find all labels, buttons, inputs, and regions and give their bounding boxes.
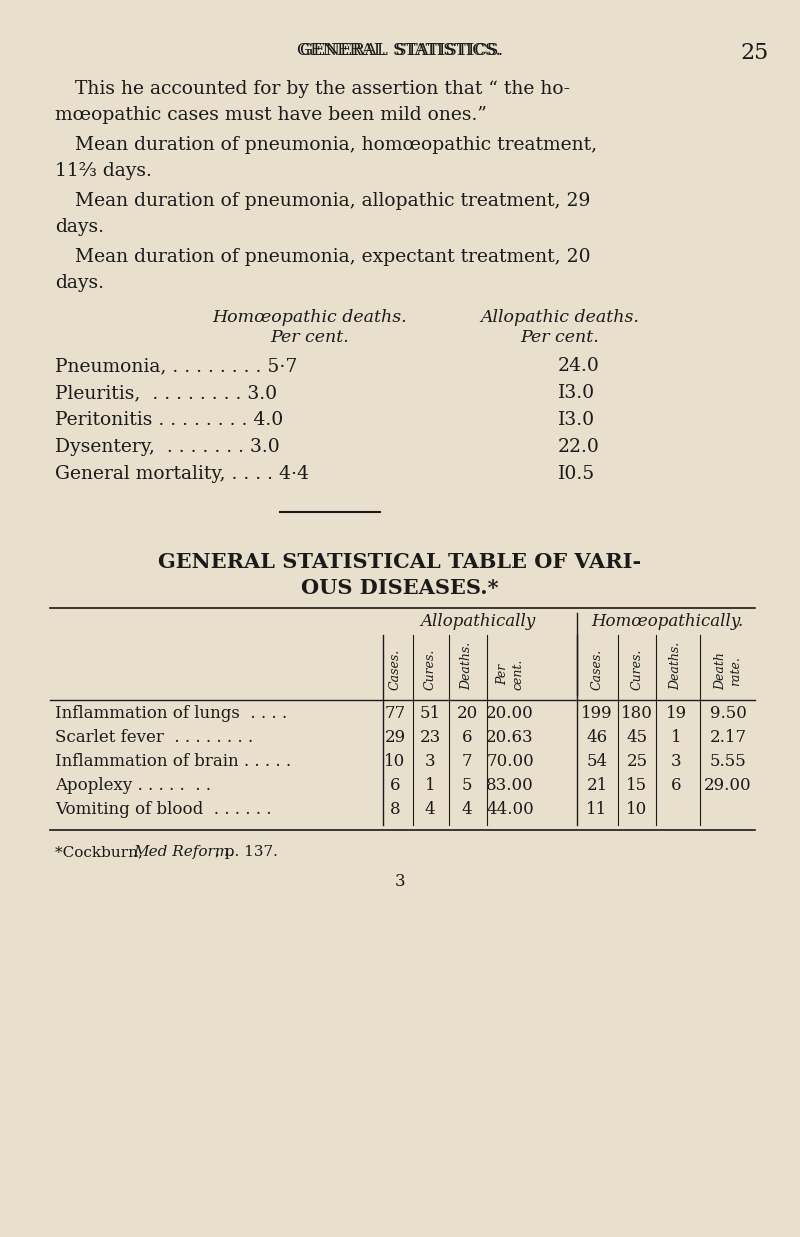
Text: Death
rate.: Death rate. — [714, 652, 742, 690]
Text: 2.17: 2.17 — [710, 729, 746, 746]
Text: 24.0: 24.0 — [558, 357, 600, 375]
Text: 5: 5 — [462, 777, 472, 794]
Text: Scarlet fever  . . . . . . . .: Scarlet fever . . . . . . . . — [55, 729, 253, 746]
Text: Apoplexy . . . . .  . .: Apoplexy . . . . . . . — [55, 777, 211, 794]
Text: Mean duration of pneumonia, homœopathic treatment,: Mean duration of pneumonia, homœopathic … — [75, 136, 597, 153]
Text: This he accounted for by the assertion that “ the ho-: This he accounted for by the assertion t… — [75, 80, 570, 98]
Text: OUS DISEASES.*: OUS DISEASES.* — [302, 578, 498, 597]
Text: days.: days. — [55, 275, 104, 292]
Text: 6: 6 — [670, 777, 682, 794]
Text: 9.50: 9.50 — [710, 705, 746, 722]
Text: Homœopathic deaths.: Homœopathic deaths. — [213, 309, 407, 327]
Text: mœopathic cases must have been mild ones.”: mœopathic cases must have been mild ones… — [55, 106, 487, 124]
Text: 45: 45 — [626, 729, 647, 746]
Text: 1: 1 — [425, 777, 435, 794]
Text: 54: 54 — [586, 753, 607, 769]
Text: 77: 77 — [384, 705, 406, 722]
Text: GENERAL STATISTICAL TABLE OF VARI-: GENERAL STATISTICAL TABLE OF VARI- — [158, 552, 642, 571]
Text: Deaths.: Deaths. — [461, 642, 474, 690]
Text: 70.00: 70.00 — [486, 753, 534, 769]
Text: Dysentery,  . . . . . . . 3.0: Dysentery, . . . . . . . 3.0 — [55, 438, 280, 456]
Text: Allopathically: Allopathically — [420, 614, 535, 630]
Text: 5.55: 5.55 — [710, 753, 746, 769]
Text: 19: 19 — [666, 705, 686, 722]
Text: Cases.: Cases. — [389, 648, 402, 690]
Text: Per
cent.: Per cent. — [496, 658, 524, 690]
Text: Per cent.: Per cent. — [521, 329, 599, 346]
Text: Pleuritis,  . . . . . . . . 3.0: Pleuritis, . . . . . . . . 3.0 — [55, 383, 277, 402]
Text: Inflammation of lungs  . . . .: Inflammation of lungs . . . . — [55, 705, 287, 722]
Text: 22.0: 22.0 — [558, 438, 600, 456]
Text: 21: 21 — [586, 777, 608, 794]
Text: General mortality, . . . . 4·4: General mortality, . . . . 4·4 — [55, 465, 309, 482]
Text: 29: 29 — [385, 729, 406, 746]
Text: 11: 11 — [586, 802, 608, 818]
Text: 10: 10 — [384, 753, 406, 769]
Text: I0.5: I0.5 — [558, 465, 595, 482]
Text: Mean duration of pneumonia, expectant treatment, 20: Mean duration of pneumonia, expectant tr… — [75, 247, 590, 266]
Text: 180: 180 — [621, 705, 653, 722]
Text: 83.00: 83.00 — [486, 777, 534, 794]
Text: 46: 46 — [586, 729, 607, 746]
Text: 20.63: 20.63 — [486, 729, 534, 746]
Text: Cures.: Cures. — [423, 648, 437, 690]
Text: Med Reform.: Med Reform. — [133, 845, 234, 858]
Text: 3: 3 — [425, 753, 435, 769]
Text: 23: 23 — [419, 729, 441, 746]
Text: Homœopathically.: Homœopathically. — [591, 614, 744, 630]
Text: Pneumonia, . . . . . . . . 5·7: Pneumonia, . . . . . . . . 5·7 — [55, 357, 298, 375]
Text: Mean duration of pneumonia, allopathic treatment, 29: Mean duration of pneumonia, allopathic t… — [75, 192, 590, 210]
Text: , p. 137.: , p. 137. — [215, 845, 278, 858]
Text: Inflammation of brain . . . . .: Inflammation of brain . . . . . — [55, 753, 291, 769]
Text: 20: 20 — [456, 705, 478, 722]
Text: Cases.: Cases. — [590, 648, 603, 690]
Text: 199: 199 — [581, 705, 613, 722]
Text: 51: 51 — [419, 705, 441, 722]
Text: 25: 25 — [740, 42, 768, 64]
Text: Peritonitis . . . . . . . . 4.0: Peritonitis . . . . . . . . 4.0 — [55, 411, 283, 429]
Text: 11⅔ days.: 11⅔ days. — [55, 162, 152, 181]
Text: 1: 1 — [670, 729, 682, 746]
Text: 3: 3 — [394, 873, 406, 889]
Text: 10: 10 — [626, 802, 648, 818]
Text: 3: 3 — [670, 753, 682, 769]
Text: 6: 6 — [462, 729, 472, 746]
Text: I3.0: I3.0 — [558, 411, 595, 429]
Text: GENERAL  STATISTICS.: GENERAL STATISTICS. — [297, 42, 503, 59]
Text: 44.00: 44.00 — [486, 802, 534, 818]
Text: 25: 25 — [626, 753, 647, 769]
Text: GENERAL STATISTICS.: GENERAL STATISTICS. — [299, 42, 501, 59]
Text: 29.00: 29.00 — [704, 777, 752, 794]
Text: 6: 6 — [390, 777, 400, 794]
Text: Vomiting of blood  . . . . . .: Vomiting of blood . . . . . . — [55, 802, 271, 818]
Text: 7: 7 — [462, 753, 472, 769]
Text: Allopathic deaths.: Allopathic deaths. — [481, 309, 639, 327]
Text: 4: 4 — [462, 802, 472, 818]
Text: Cures.: Cures. — [630, 648, 643, 690]
Text: Per cent.: Per cent. — [270, 329, 350, 346]
Text: *Cockburn,: *Cockburn, — [55, 845, 148, 858]
Text: Deaths.: Deaths. — [670, 642, 682, 690]
Text: I3.0: I3.0 — [558, 383, 595, 402]
Text: 15: 15 — [626, 777, 647, 794]
Text: 20.00: 20.00 — [486, 705, 534, 722]
Text: days.: days. — [55, 218, 104, 236]
Text: 4: 4 — [425, 802, 435, 818]
Text: 8: 8 — [390, 802, 400, 818]
